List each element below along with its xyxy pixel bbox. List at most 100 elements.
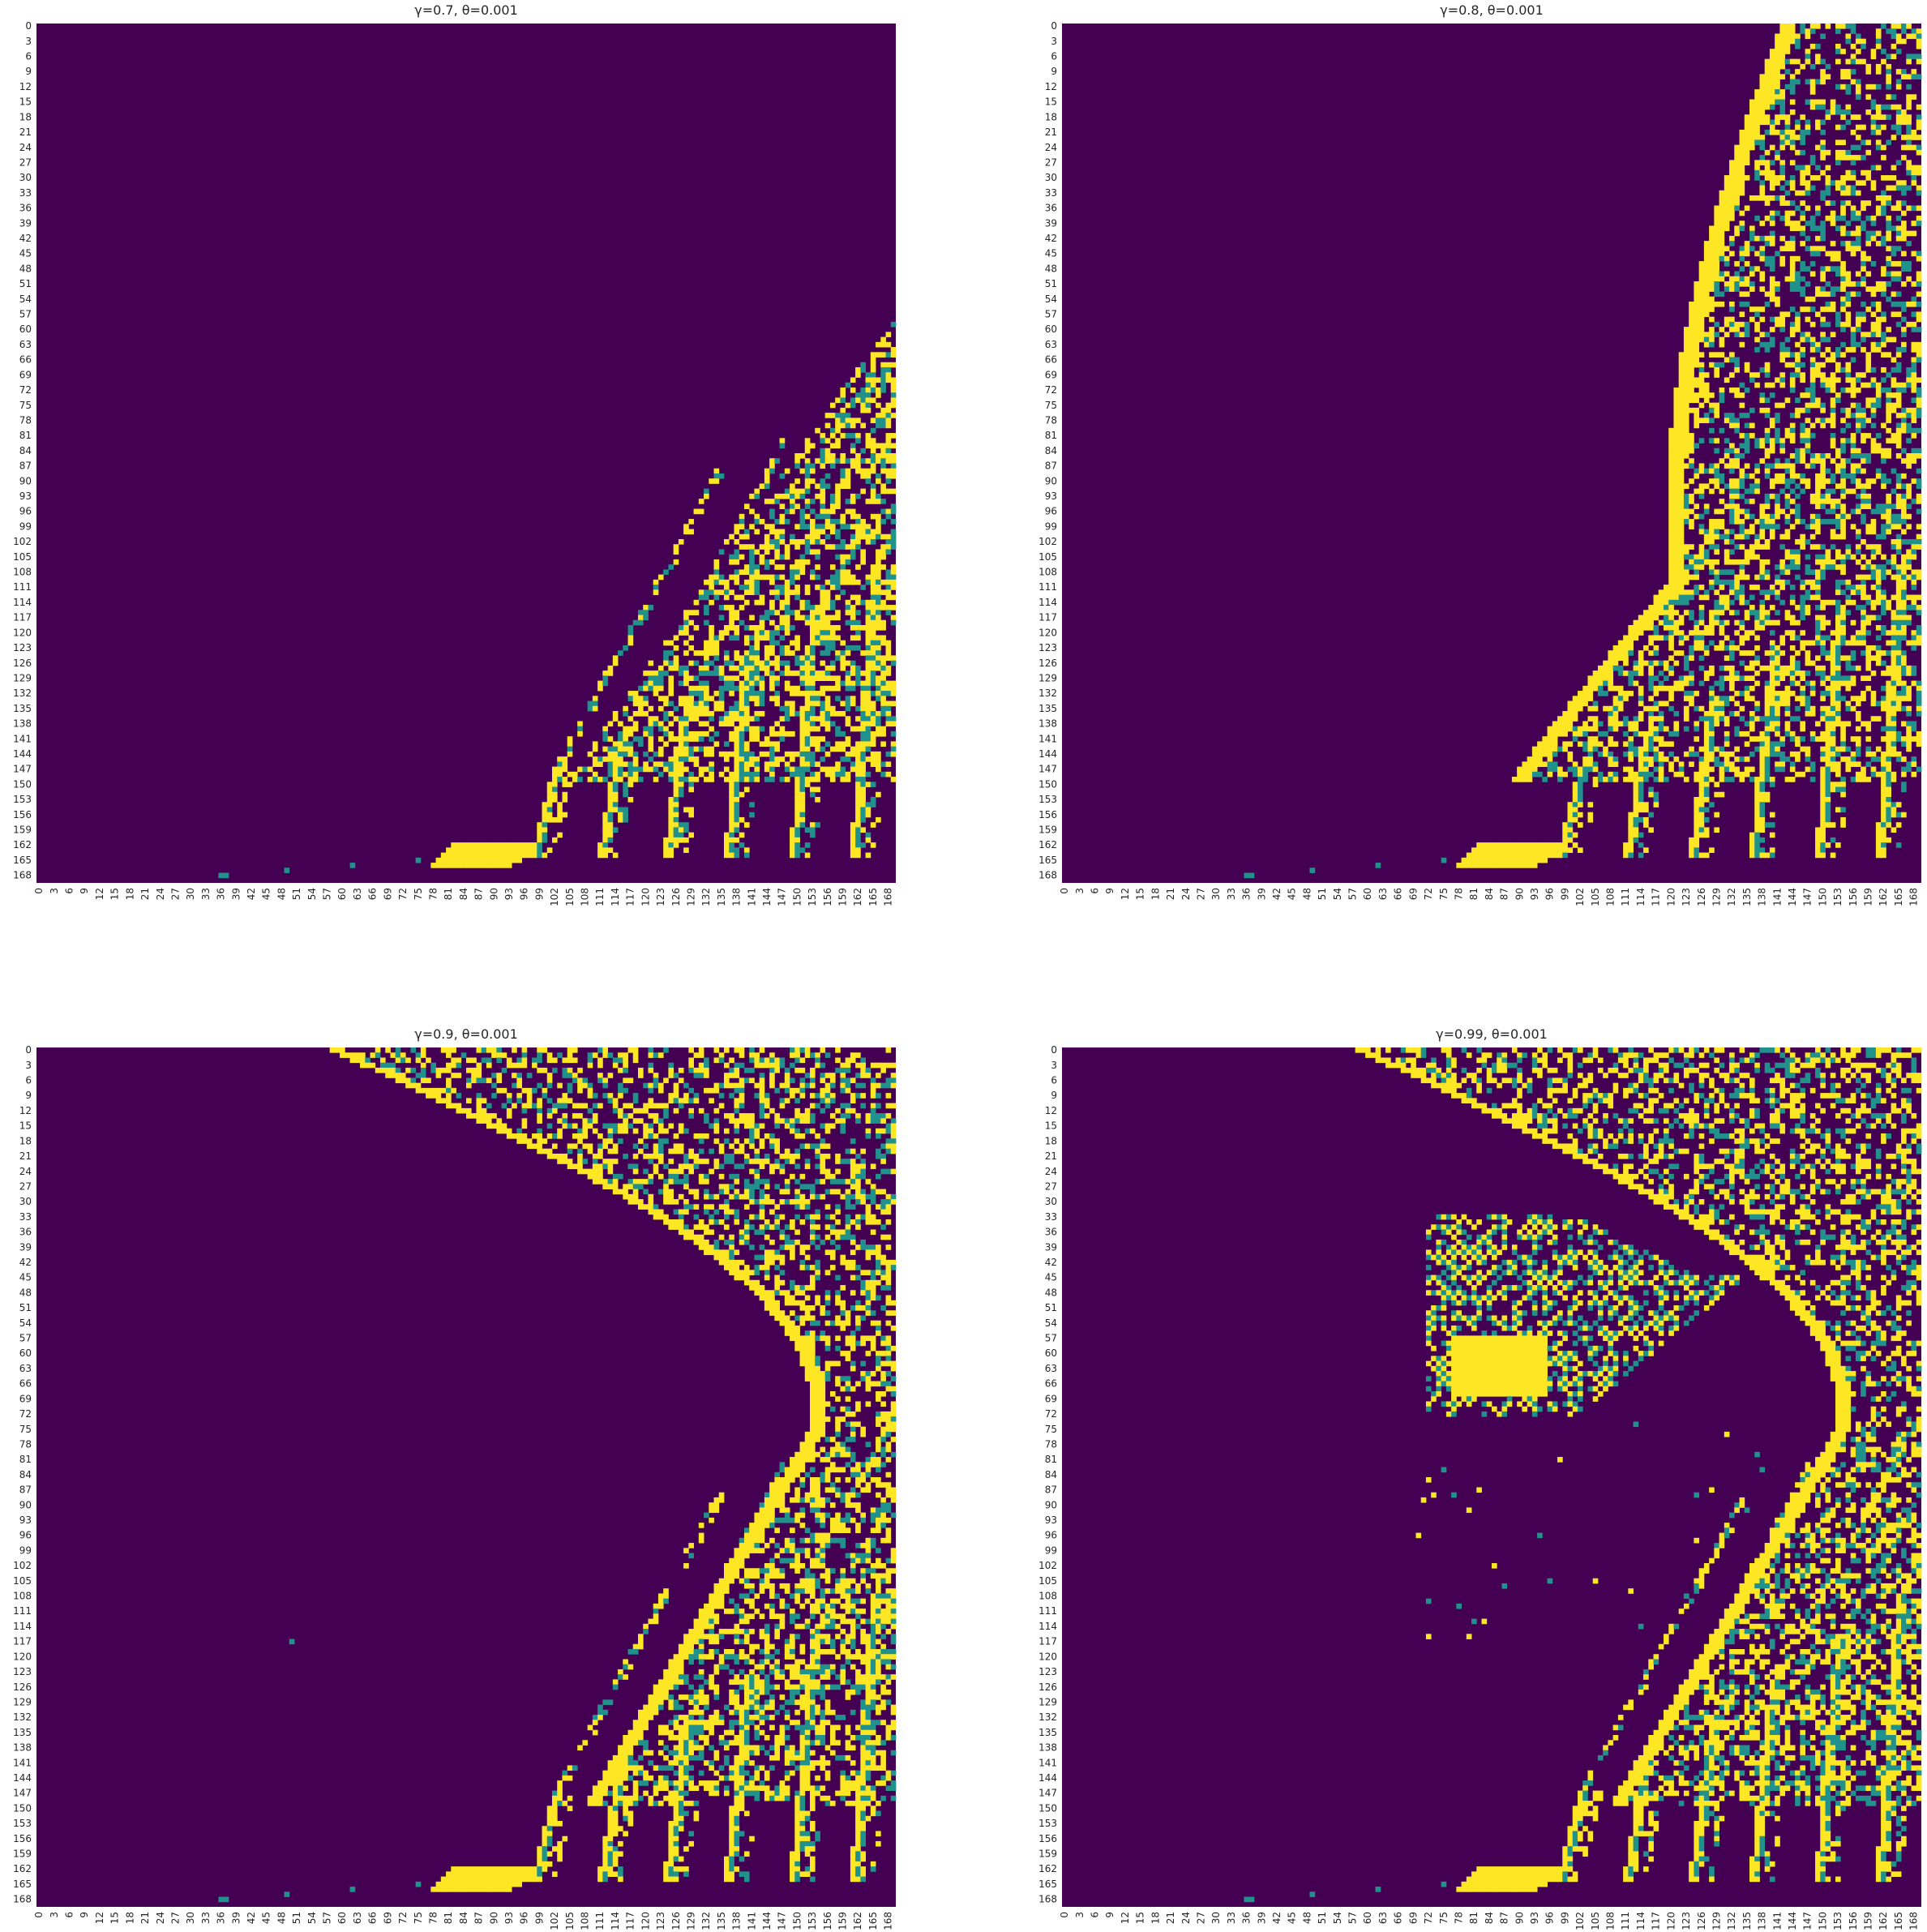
heatmap-cell bbox=[1673, 483, 1680, 490]
heatmap-cell bbox=[704, 579, 709, 585]
heatmap-cell bbox=[1809, 357, 1816, 363]
heatmap-cell bbox=[739, 685, 745, 692]
heatmap-cell bbox=[870, 453, 876, 459]
heatmap-cell bbox=[734, 822, 740, 828]
heatmap-cell bbox=[1845, 610, 1852, 615]
heatmap-cell bbox=[835, 615, 841, 621]
heatmap-cell bbox=[790, 569, 795, 576]
heatmap-cell bbox=[1861, 605, 1866, 610]
heatmap-cell bbox=[850, 827, 856, 833]
heatmap-cell bbox=[739, 670, 745, 676]
heatmap-cell bbox=[1870, 377, 1877, 383]
x-tick-label: 27 bbox=[169, 888, 181, 900]
heatmap-cell bbox=[1865, 362, 1872, 368]
heatmap-cell bbox=[1694, 443, 1700, 449]
heatmap-cell bbox=[653, 585, 659, 590]
heatmap-cell bbox=[810, 660, 816, 666]
heatmap-cell bbox=[653, 691, 659, 696]
y-tick-label: 21 bbox=[19, 126, 32, 138]
heatmap-cell bbox=[1800, 200, 1805, 206]
heatmap-cell bbox=[709, 630, 714, 636]
heatmap-cell bbox=[1729, 513, 1735, 520]
heatmap-cell bbox=[876, 478, 881, 484]
heatmap-cell bbox=[845, 675, 851, 681]
heatmap-cell bbox=[1835, 453, 1841, 459]
heatmap-cell bbox=[1835, 554, 1841, 560]
heatmap-cell bbox=[1906, 554, 1912, 560]
heatmap-cell bbox=[1916, 630, 1922, 636]
heatmap-cell bbox=[1850, 69, 1856, 75]
heatmap-cell bbox=[890, 564, 897, 570]
heatmap-cell bbox=[1809, 382, 1816, 388]
heatmap-cell bbox=[1850, 336, 1856, 343]
heatmap-cell bbox=[845, 736, 851, 742]
heatmap-cell bbox=[824, 615, 831, 621]
heatmap-cell bbox=[1749, 594, 1755, 601]
heatmap-cell bbox=[1886, 413, 1891, 418]
panel-title: γ=0.7, θ=0.001 bbox=[414, 2, 518, 18]
heatmap-cell bbox=[1865, 594, 1872, 601]
heatmap-cell bbox=[1901, 109, 1907, 115]
heatmap-cell bbox=[1865, 544, 1872, 550]
heatmap-cell bbox=[850, 539, 856, 545]
heatmap-cell bbox=[1628, 625, 1634, 631]
heatmap-cell bbox=[546, 816, 553, 823]
heatmap-cell bbox=[607, 812, 614, 818]
heatmap-cell bbox=[1840, 513, 1846, 520]
heatmap-cell bbox=[1916, 291, 1922, 298]
heatmap-cell bbox=[1734, 503, 1740, 509]
heatmap-cell bbox=[1764, 619, 1771, 626]
heatmap-cell bbox=[1916, 594, 1922, 601]
heatmap-cell bbox=[1805, 392, 1811, 398]
heatmap-cell bbox=[739, 554, 745, 560]
heatmap-cell bbox=[607, 791, 614, 798]
heatmap-cell bbox=[794, 786, 800, 793]
heatmap-cell bbox=[769, 544, 775, 550]
heatmap-cell bbox=[804, 827, 811, 833]
heatmap-cell bbox=[1840, 230, 1846, 237]
heatmap-cell bbox=[1865, 235, 1872, 242]
heatmap-cell bbox=[1861, 539, 1866, 545]
heatmap-cell bbox=[829, 599, 836, 606]
heatmap-cell bbox=[824, 422, 831, 429]
heatmap-cell bbox=[829, 585, 836, 590]
heatmap-cell bbox=[1734, 205, 1740, 212]
heatmap-cell bbox=[1870, 185, 1877, 191]
heatmap-cell bbox=[1739, 281, 1745, 287]
heatmap-cell bbox=[1906, 615, 1912, 621]
heatmap-cell bbox=[855, 630, 861, 636]
heatmap-cell bbox=[1784, 529, 1791, 535]
heatmap-cell bbox=[724, 741, 730, 748]
heatmap-cell bbox=[876, 640, 881, 646]
heatmap-cell bbox=[824, 696, 831, 701]
heatmap-cell bbox=[860, 827, 866, 833]
heatmap-cell bbox=[446, 852, 452, 859]
heatmap-cell bbox=[743, 635, 750, 641]
heatmap-cell bbox=[1784, 241, 1791, 246]
heatmap-cell bbox=[1886, 69, 1891, 75]
heatmap-cell bbox=[1835, 84, 1841, 90]
heatmap-cell bbox=[1825, 564, 1831, 570]
heatmap-cell bbox=[865, 387, 871, 393]
heatmap-cell bbox=[1850, 619, 1856, 626]
heatmap-cell bbox=[876, 816, 881, 823]
heatmap-cell bbox=[1719, 246, 1725, 251]
heatmap-cell bbox=[860, 585, 866, 590]
heatmap-cell bbox=[1664, 585, 1669, 590]
heatmap-cell bbox=[845, 382, 851, 388]
heatmap-cell bbox=[769, 499, 775, 504]
heatmap-cell bbox=[885, 716, 892, 722]
heatmap-cell bbox=[1729, 387, 1735, 393]
heatmap-cell bbox=[729, 816, 734, 823]
heatmap-cell bbox=[1668, 478, 1674, 484]
heatmap-cell bbox=[1739, 255, 1745, 262]
heatmap-cell bbox=[1865, 215, 1872, 221]
heatmap-cell bbox=[876, 691, 881, 696]
heatmap-cell bbox=[688, 519, 694, 525]
heatmap-cell bbox=[1739, 291, 1745, 298]
heatmap-cell bbox=[1840, 190, 1846, 196]
heatmap-cell bbox=[1789, 84, 1796, 90]
heatmap-cell bbox=[1779, 382, 1786, 388]
heatmap-cell bbox=[799, 802, 806, 807]
heatmap-cell bbox=[860, 700, 866, 707]
